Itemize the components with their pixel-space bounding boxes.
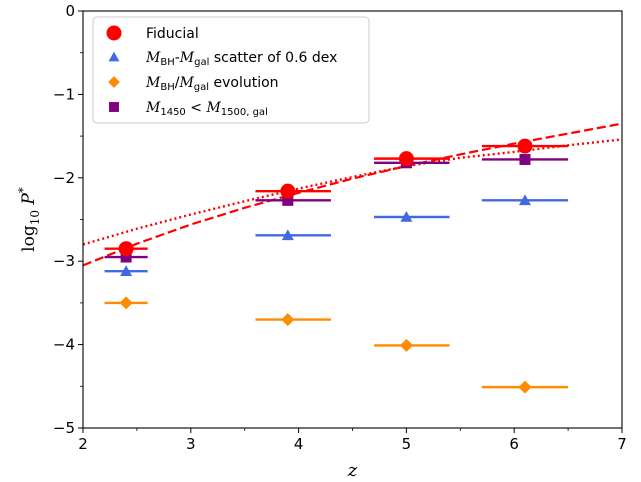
series-2-point-3 xyxy=(518,380,532,394)
series-1-point-2 xyxy=(400,210,413,222)
series-0-point-3 xyxy=(517,138,533,154)
series-1-point-3 xyxy=(518,194,531,206)
y-axis-label: log10 P* xyxy=(16,187,42,252)
x-tick-label-2: 4 xyxy=(294,435,304,453)
series-2-point-1 xyxy=(281,313,295,327)
y-tick-label-4: −1 xyxy=(53,85,75,103)
legend-marker-1 xyxy=(108,51,120,62)
series-3-point-1 xyxy=(282,194,294,206)
series-2-point-2 xyxy=(399,338,413,352)
series-0-point-2 xyxy=(398,151,414,167)
model-line-dotted xyxy=(83,138,622,246)
legend-label-3: M1450 < M1500, gal xyxy=(145,100,268,118)
legend-label-2: MBH/Mgal evolution xyxy=(145,75,279,93)
x-tick-label-0: 2 xyxy=(78,435,88,453)
y-tick-label-5: 0 xyxy=(65,2,75,20)
legend-box xyxy=(92,16,370,124)
x-axis-label: z xyxy=(347,460,358,481)
legend-marker-0 xyxy=(106,25,122,41)
model-line-dashed xyxy=(83,122,622,267)
legend-label-1: MBH-Mgal scatter of 0.6 dex xyxy=(145,50,337,68)
y-tick-label-2: −3 xyxy=(53,252,75,270)
legend-marker-3 xyxy=(109,102,119,112)
series-3-point-3 xyxy=(519,153,531,165)
x-tick-label-5: 7 xyxy=(617,435,627,453)
x-tick-label-3: 5 xyxy=(402,435,412,453)
series-1-point-1 xyxy=(281,229,294,241)
legend-label-0: Fiducial xyxy=(146,26,199,42)
series-1-point-0 xyxy=(120,265,133,277)
y-tick-label-1: −4 xyxy=(53,336,75,354)
x-tick-label-4: 6 xyxy=(509,435,519,453)
series-0-point-0 xyxy=(118,241,134,257)
series-0-point-1 xyxy=(280,183,296,199)
y-tick-label-3: −2 xyxy=(53,169,75,187)
x-tick-label-1: 3 xyxy=(186,435,196,453)
y-tick-label-0: −5 xyxy=(53,419,75,437)
legend-marker-2 xyxy=(108,76,120,88)
series-2-point-0 xyxy=(119,296,133,310)
series-3-point-0 xyxy=(120,251,132,263)
